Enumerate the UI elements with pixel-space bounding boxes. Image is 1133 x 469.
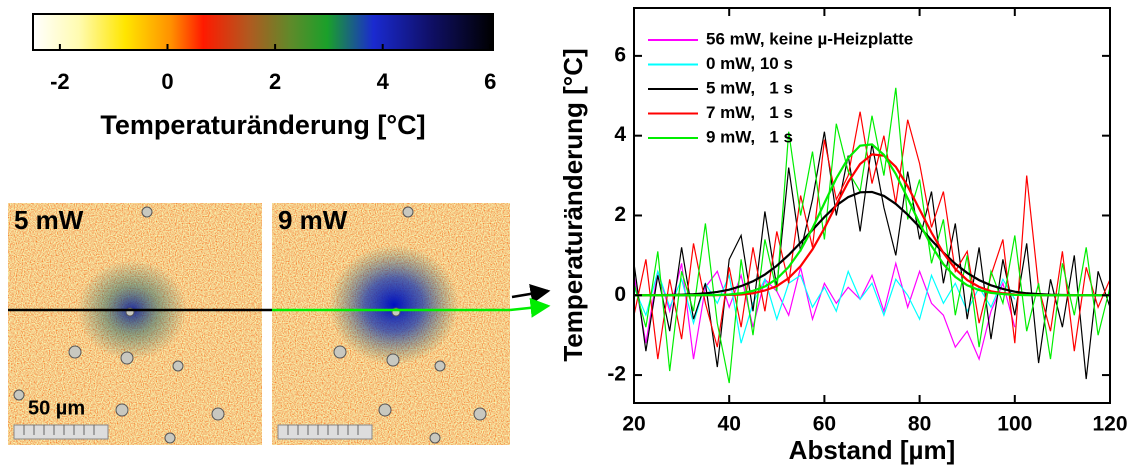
- x-tick-label: 40: [718, 413, 741, 436]
- legend-label: 56 mW, keine µ-Heizplatte: [706, 29, 913, 48]
- colorbar-tick-label: 6: [484, 69, 496, 94]
- colorbar-tick-label: 0: [161, 69, 173, 94]
- legend-label: 0 mW, 10 s: [706, 54, 793, 73]
- data-line: [634, 269, 1016, 344]
- y-tick-label: 2: [614, 203, 626, 226]
- legend-label: 9 mW, 1 s: [706, 127, 793, 146]
- colorbar-label: Temperaturänderung [°C]: [100, 110, 425, 140]
- colorbar-tick-label: 4: [377, 69, 390, 94]
- data-line: [634, 131, 1110, 380]
- y-tick-label: 6: [614, 43, 626, 66]
- x-tick-label: 60: [813, 413, 836, 436]
- x-axis-label: Abstand [µm]: [789, 435, 956, 465]
- data-line: [634, 260, 1016, 361]
- data-line: [634, 111, 1110, 360]
- data-line: [634, 87, 1110, 384]
- plot-area: [634, 87, 1110, 384]
- image-panel: [272, 203, 510, 445]
- legend-label: 7 mW, 1 s: [706, 103, 793, 122]
- arrow: [511, 284, 551, 304]
- plot-frame: [633, 7, 1111, 404]
- scale-bar-label: 50 µm: [28, 397, 85, 419]
- x-tick-label: 120: [1092, 413, 1127, 436]
- panel-label: 5 mW: [14, 205, 84, 235]
- y-tick-label: 0: [614, 283, 626, 306]
- fit-line: [634, 143, 1110, 297]
- x-tick-label: 100: [997, 413, 1032, 436]
- arrow: [509, 297, 551, 318]
- x-tick-label: 80: [908, 413, 931, 436]
- fit-line: [634, 190, 1110, 297]
- x-tick-label: 20: [622, 413, 645, 436]
- image-panel: [8, 203, 262, 445]
- y-axis-label: Temperaturänderung [°C]: [558, 48, 588, 361]
- y-tick-label: 4: [614, 123, 626, 146]
- colorbar-tick-label: 2: [269, 69, 281, 94]
- colorbar-tick-label: -2: [50, 69, 70, 94]
- legend-label: 5 mW, 1 s: [706, 78, 793, 97]
- colorbar: [32, 13, 494, 51]
- panel-label: 9 mW: [278, 205, 348, 235]
- y-tick-label: -2: [607, 363, 626, 386]
